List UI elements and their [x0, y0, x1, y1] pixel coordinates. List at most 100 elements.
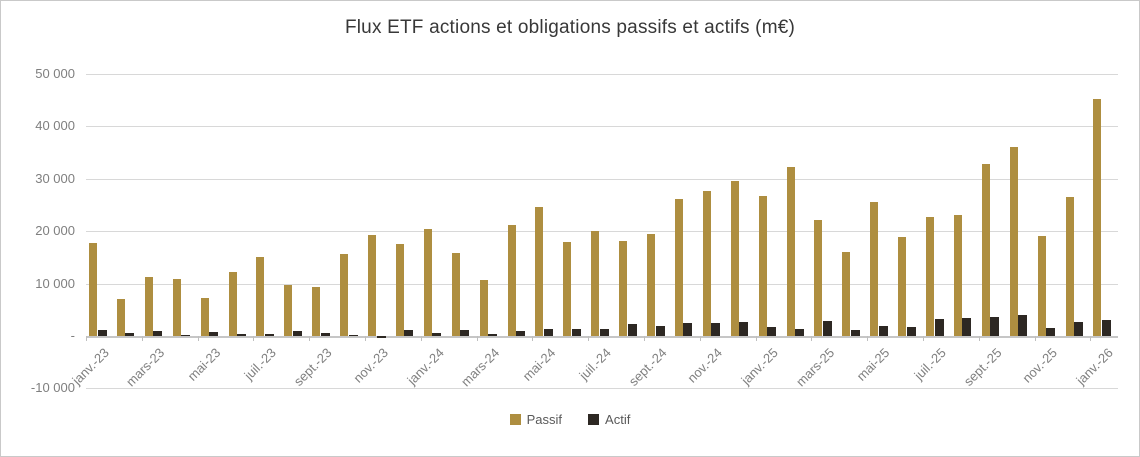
bar-passif-mars-25 [814, 219, 823, 336]
bar-passif-oct.-23 [340, 253, 349, 336]
legend-label-passif: Passif [526, 412, 563, 427]
bar-actif-janv.-24 [432, 333, 442, 336]
bar-passif-mai-23 [200, 297, 209, 336]
bar-actif-mars-24 [488, 333, 498, 336]
y-axis-tick-label: -10 000 [30, 380, 75, 396]
bar-actif-févr.-23 [125, 333, 135, 336]
x-axis-tick [420, 336, 422, 341]
y-axis-tick-label: - [70, 328, 75, 343]
bar-passif-févr.-24 [451, 252, 460, 336]
bar-passif-nov.-25 [1037, 236, 1046, 336]
bar-passif-sept.-23 [312, 287, 321, 336]
x-axis-tick-label: janv.-25 [738, 345, 782, 388]
y-gridline [86, 126, 1118, 128]
y-gridline [86, 283, 1118, 285]
bar-passif-oct.-25 [1009, 147, 1018, 336]
bar-actif-avr.-24 [516, 331, 525, 336]
x-axis-tick [309, 336, 311, 341]
bar-actif-juin-25 [906, 326, 916, 336]
bar-passif-févr.-25 [786, 167, 795, 336]
bar-actif-févr.-25 [795, 329, 804, 336]
passif-color-swatch [509, 414, 521, 425]
x-axis-tick [253, 336, 255, 341]
bar-actif-août-25 [962, 317, 972, 336]
x-axis-tick [532, 336, 534, 341]
bar-actif-juil.-25 [934, 318, 944, 336]
bar-actif-juil.-23 [264, 333, 274, 336]
bar-actif-déc.-23 [404, 330, 414, 336]
x-axis-tick [1090, 336, 1092, 341]
bar-actif-oct.-25 [1018, 315, 1028, 336]
x-axis-tick-label: janv.-26 [1073, 345, 1117, 388]
bar-actif-juil.-24 [599, 328, 609, 336]
bar-actif-juin-24 [571, 329, 581, 336]
bar-actif-sept.-25 [990, 317, 1000, 336]
y-gridline [86, 231, 1118, 233]
bar-passif-mai-24 [535, 207, 544, 336]
x-axis-line [86, 335, 1118, 338]
bar-passif-juil.-25 [926, 217, 934, 336]
x-axis-tick-label: juil.-24 [576, 345, 614, 383]
bar-actif-mai-25 [878, 326, 888, 336]
bar-passif-janv.-24 [423, 228, 432, 336]
bar-passif-nov.-24 [702, 191, 711, 336]
bar-actif-mai-23 [209, 331, 219, 336]
bar-actif-oct.-24 [683, 323, 693, 336]
bar-actif-juin-23 [237, 334, 246, 336]
bar-passif-août-24 [619, 240, 628, 336]
x-axis-tick-label: nov.-25 [1019, 345, 1061, 386]
x-axis-tick-label: juil.-25 [910, 345, 949, 383]
bar-passif-juil.-23 [256, 257, 265, 336]
x-axis-tick [867, 336, 869, 341]
bar-passif-déc.-25 [1065, 197, 1074, 336]
bar-passif-avr.-24 [507, 225, 516, 336]
bar-actif-déc.-25 [1074, 321, 1083, 336]
y-axis-tick-label: 30 000 [35, 170, 75, 186]
y-gridline [86, 388, 1118, 390]
x-axis-tick [644, 336, 645, 341]
bar-passif-sept.-25 [981, 164, 990, 336]
legend-label-actif: Actif [605, 412, 631, 427]
bar-actif-sept.-24 [655, 325, 665, 336]
bar-actif-nov.-25 [1046, 327, 1056, 336]
bar-actif-sept.-23 [320, 332, 330, 336]
x-axis-tick [86, 336, 87, 341]
chart-title: Flux ETF actions et obligations passifs … [344, 17, 796, 38]
bar-actif-mars-25 [822, 320, 832, 336]
x-axis-tick-label: sept.-23 [290, 345, 335, 389]
bar-passif-janv.-25 [758, 195, 767, 336]
x-axis-tick-label: nov.-23 [350, 345, 391, 386]
actif-color-swatch [588, 414, 600, 425]
bar-passif-janv.-26 [1093, 98, 1102, 336]
bar-passif-déc.-24 [730, 180, 739, 336]
x-axis-tick [476, 336, 478, 341]
bar-passif-avr.-23 [172, 279, 181, 336]
bar-passif-oct.-24 [674, 198, 683, 336]
x-axis-tick-label: sept.-25 [960, 345, 1005, 389]
bar-passif-août-25 [953, 214, 962, 336]
bar-actif-août-24 [627, 324, 637, 336]
x-axis-tick [197, 336, 199, 341]
bar-passif-juil.-24 [591, 230, 600, 336]
bar-passif-juin-24 [563, 242, 572, 336]
bar-actif-avr.-25 [850, 329, 860, 336]
x-axis-tick [811, 336, 813, 341]
bar-passif-juin-25 [898, 236, 907, 336]
bar-passif-févr.-23 [116, 299, 125, 336]
bar-actif-janv.-26 [1101, 319, 1111, 336]
x-axis-tick-label: mars-23 [123, 345, 168, 390]
y-axis-tick-label: 50 000 [35, 66, 75, 81]
legend-item-actif: Actif [588, 412, 630, 427]
y-gridline [86, 74, 1118, 75]
bar-actif-nov.-23 [376, 336, 386, 339]
x-axis-tick-label: nov.-24 [684, 345, 726, 386]
bar-passif-août-23 [284, 284, 293, 336]
x-axis-tick [923, 336, 924, 341]
x-axis-tick-label: mars-24 [457, 345, 503, 390]
x-axis-tick-label: mars-25 [792, 345, 838, 390]
bar-passif-mai-25 [870, 201, 879, 336]
bar-actif-févr.-24 [460, 330, 470, 336]
bar-actif-mai-24 [543, 329, 553, 336]
bar-passif-mars-24 [479, 279, 488, 336]
